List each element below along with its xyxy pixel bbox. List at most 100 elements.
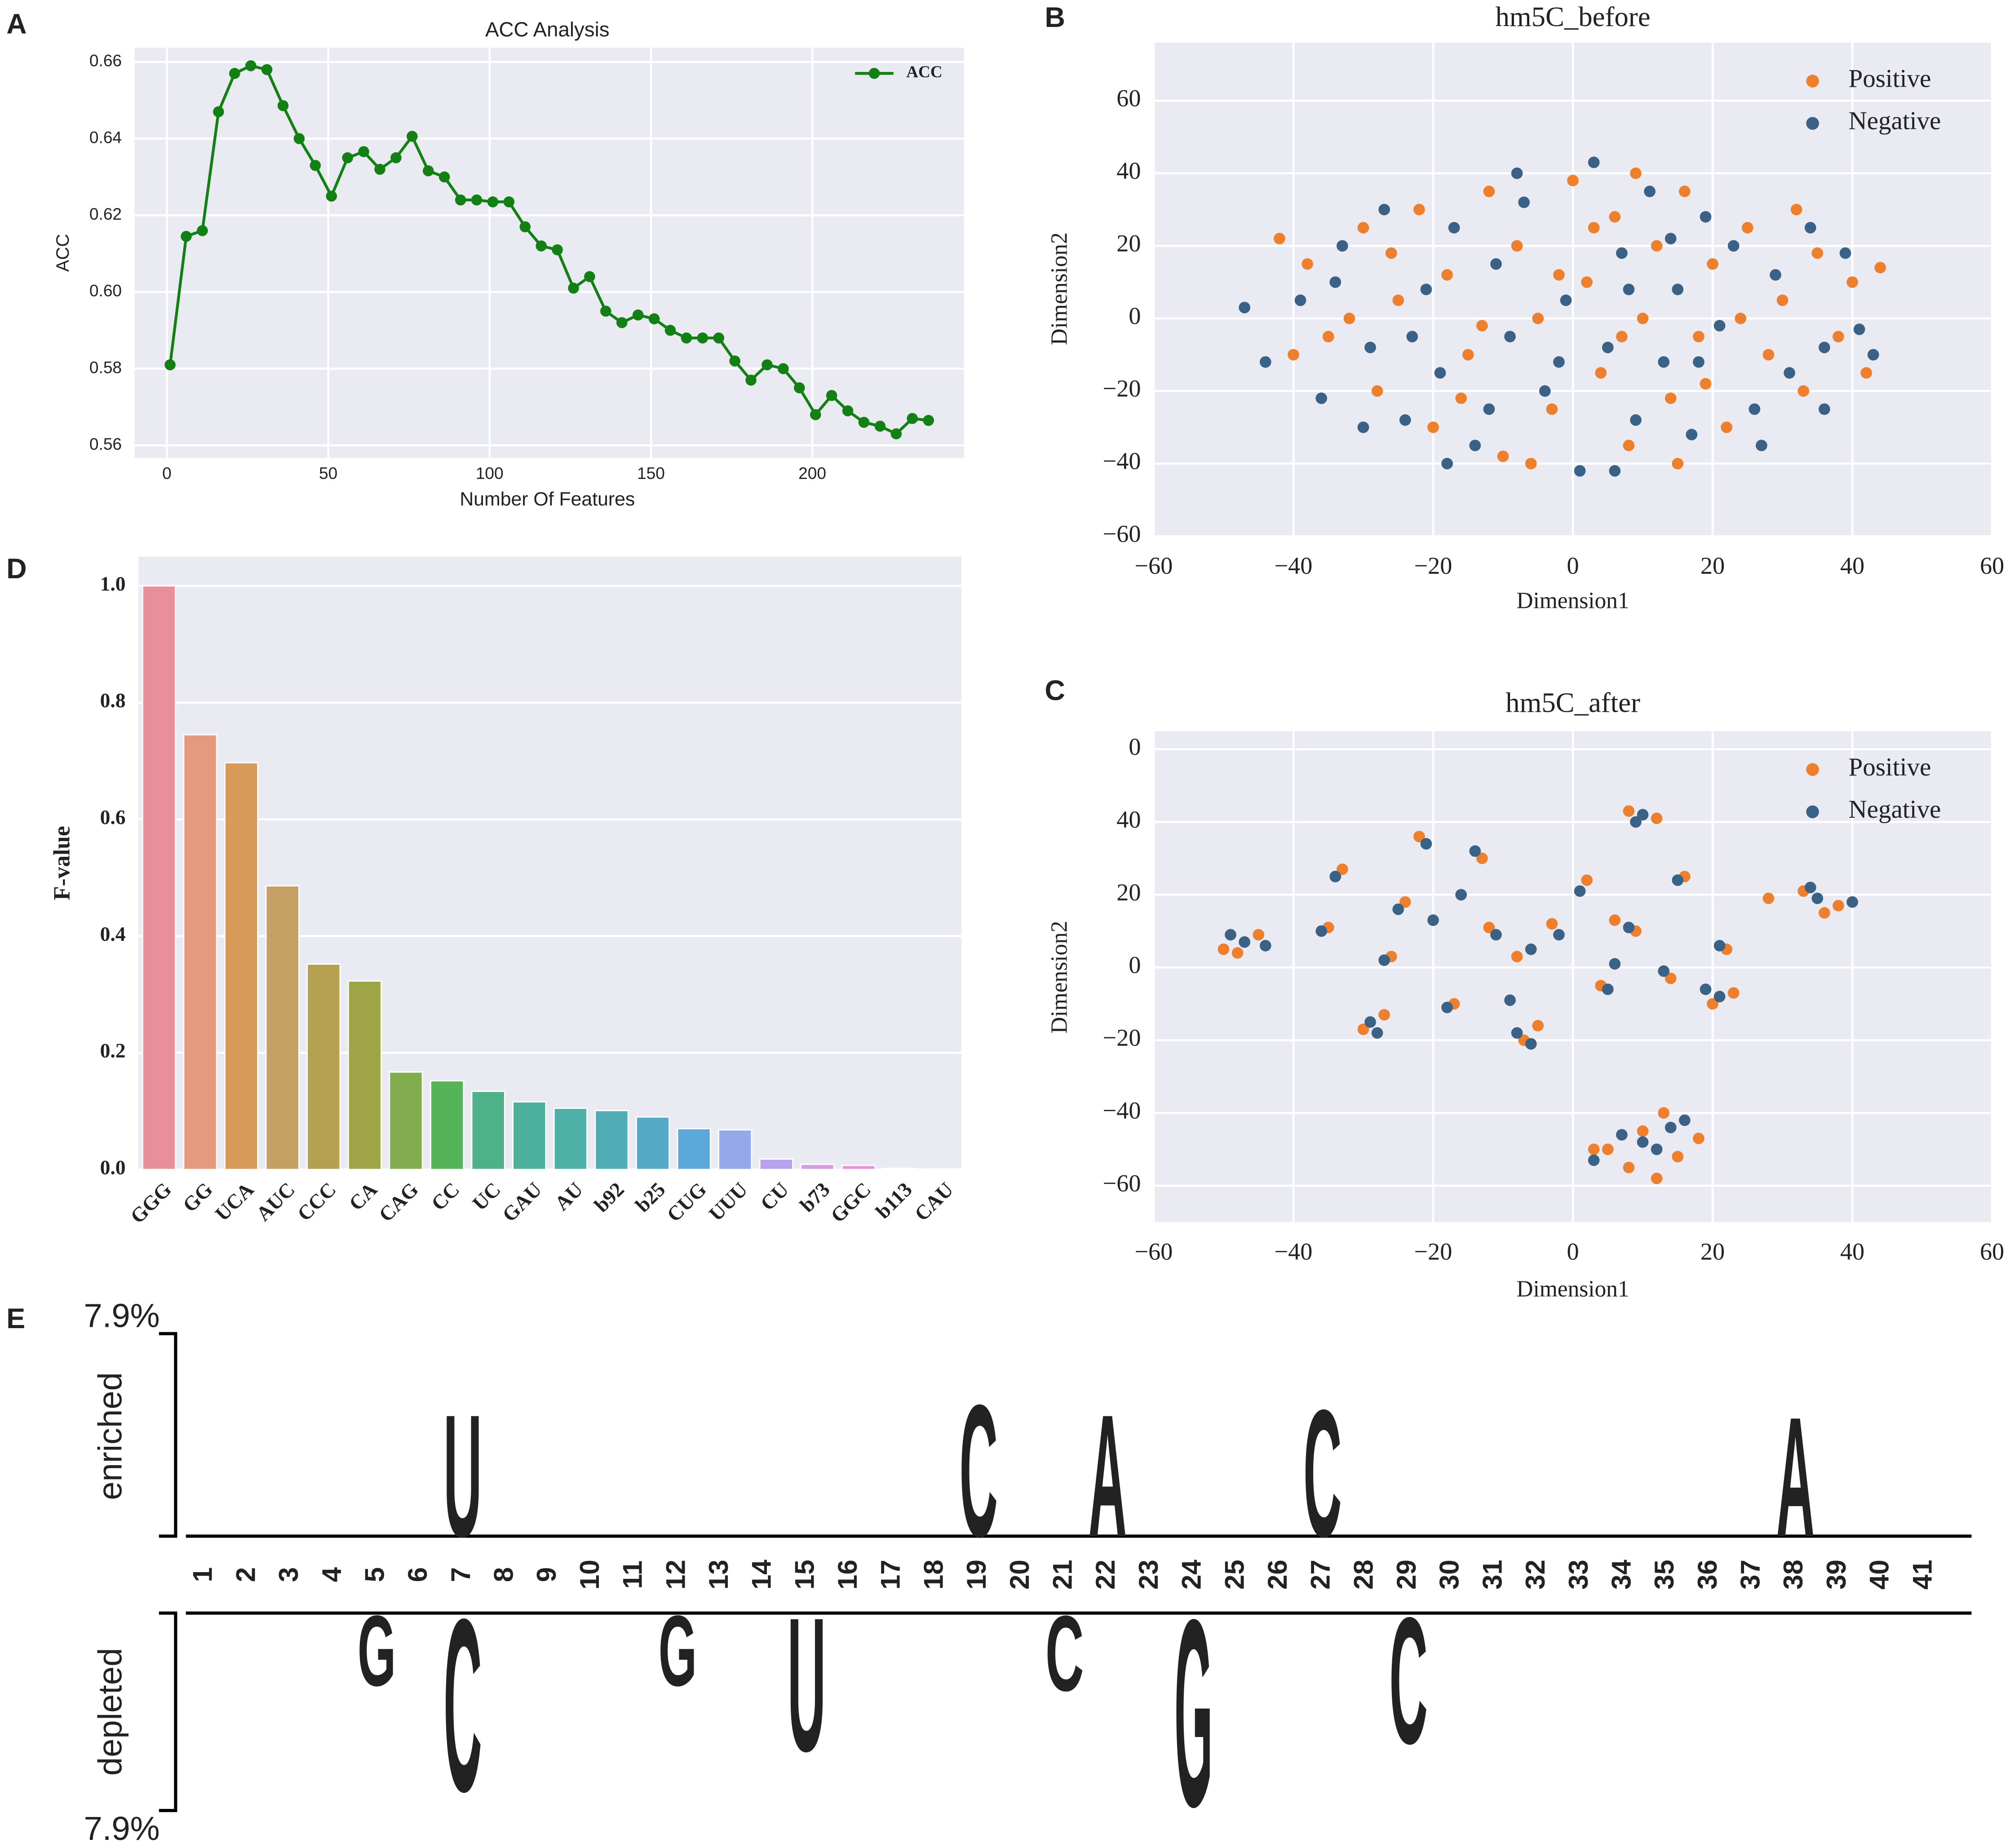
marker: [277, 100, 289, 111]
x-tick-label: CAG: [374, 1178, 423, 1226]
x-tick-label: 18: [918, 1560, 948, 1590]
legend-marker: [1806, 805, 1819, 819]
x-tick-label: 30: [1434, 1560, 1465, 1590]
point: [1294, 294, 1306, 306]
point: [1707, 258, 1718, 270]
point: [1616, 1129, 1628, 1141]
point: [1567, 174, 1579, 186]
x-tick-label: UCA: [210, 1178, 258, 1225]
y-tick-label: 0.2: [100, 1039, 126, 1062]
point: [1574, 885, 1586, 897]
bar: [800, 1163, 835, 1170]
point: [1357, 1024, 1369, 1035]
bar: [389, 1071, 423, 1170]
x-tick-label: 7: [446, 1567, 476, 1582]
point: [1378, 1009, 1390, 1021]
point: [1874, 261, 1886, 274]
marker: [664, 324, 676, 336]
x-tick-label: 27: [1306, 1560, 1336, 1590]
y-tick-label: 0.58: [89, 358, 122, 377]
marker: [390, 152, 402, 164]
point: [1665, 1121, 1677, 1134]
point: [1762, 892, 1775, 904]
x-axis-label: Number Of Features: [460, 488, 635, 510]
y-tick-label: 0: [1129, 733, 1141, 760]
plot-background: [138, 557, 961, 1170]
point: [1846, 896, 1858, 908]
marker: [842, 405, 854, 417]
point: [1532, 312, 1544, 324]
y-axis-label: depleted: [92, 1648, 129, 1776]
x-tick-label: 15: [789, 1560, 819, 1590]
bar: [347, 980, 382, 1170]
point: [1259, 940, 1271, 952]
point: [1364, 1016, 1376, 1028]
point: [1672, 874, 1684, 886]
x-tick-label: 19: [961, 1560, 992, 1590]
y-tick-label: 7.9%: [84, 1297, 160, 1334]
x-tick-label: b113: [871, 1178, 916, 1223]
point: [1490, 929, 1502, 941]
point: [1357, 421, 1369, 433]
point: [1713, 991, 1726, 1002]
point: [1476, 320, 1488, 332]
y-tick-label: 0.0: [100, 1156, 126, 1179]
bracket: [159, 1611, 177, 1813]
point: [1441, 269, 1453, 281]
point: [1455, 392, 1467, 404]
point: [1476, 852, 1488, 864]
point: [1839, 247, 1851, 259]
point: [1727, 987, 1740, 999]
point: [1602, 341, 1614, 354]
point: [1434, 367, 1446, 379]
bar: [924, 1168, 958, 1170]
x-tick-label: 60: [1980, 552, 2004, 579]
marker: [293, 133, 305, 144]
bar: [224, 762, 259, 1170]
x-tick-label: 12: [660, 1560, 691, 1590]
logo-letter: C: [443, 1568, 482, 1843]
point: [1532, 1019, 1544, 1032]
y-tick-label: −20: [1103, 375, 1141, 402]
x-tick-label: 14: [747, 1560, 777, 1590]
x-tick-label: 40: [1840, 552, 1864, 579]
point: [1700, 211, 1712, 223]
point: [1623, 922, 1635, 934]
bar: [430, 1080, 465, 1170]
x-tick-label: −20: [1414, 1238, 1452, 1265]
point: [1623, 284, 1635, 295]
point: [1749, 403, 1761, 415]
point: [1588, 1143, 1600, 1155]
x-tick-label: 34: [1606, 1560, 1636, 1590]
x-tick-label: 6: [403, 1567, 433, 1582]
point: [1630, 167, 1642, 179]
point: [1378, 204, 1390, 216]
point: [1853, 324, 1865, 335]
point: [1609, 211, 1621, 223]
logo-letter: G: [659, 1595, 697, 1707]
x-tick-label: −60: [1135, 1238, 1173, 1265]
x-tick-label: 41: [1907, 1560, 1937, 1590]
marker: [197, 225, 208, 236]
point: [1469, 439, 1481, 452]
y-tick-label: 7.9%: [84, 1810, 160, 1847]
marker: [600, 306, 611, 317]
logo-letter: A: [1089, 1378, 1127, 1573]
point: [1700, 378, 1712, 390]
point: [1651, 812, 1663, 824]
marker: [164, 359, 176, 371]
point: [1658, 965, 1670, 977]
point: [1637, 809, 1649, 821]
point: [1672, 457, 1684, 470]
bar: [882, 1167, 917, 1170]
x-tick-label: 40: [1864, 1560, 1895, 1590]
marker: [632, 309, 644, 321]
x-tick-label: 1: [188, 1567, 218, 1582]
x-tick-label: AU: [550, 1178, 587, 1215]
point: [1504, 994, 1516, 1006]
marker: [616, 317, 628, 328]
marker: [374, 164, 385, 175]
point: [1539, 385, 1551, 397]
logo-letter: C: [1303, 1372, 1342, 1575]
